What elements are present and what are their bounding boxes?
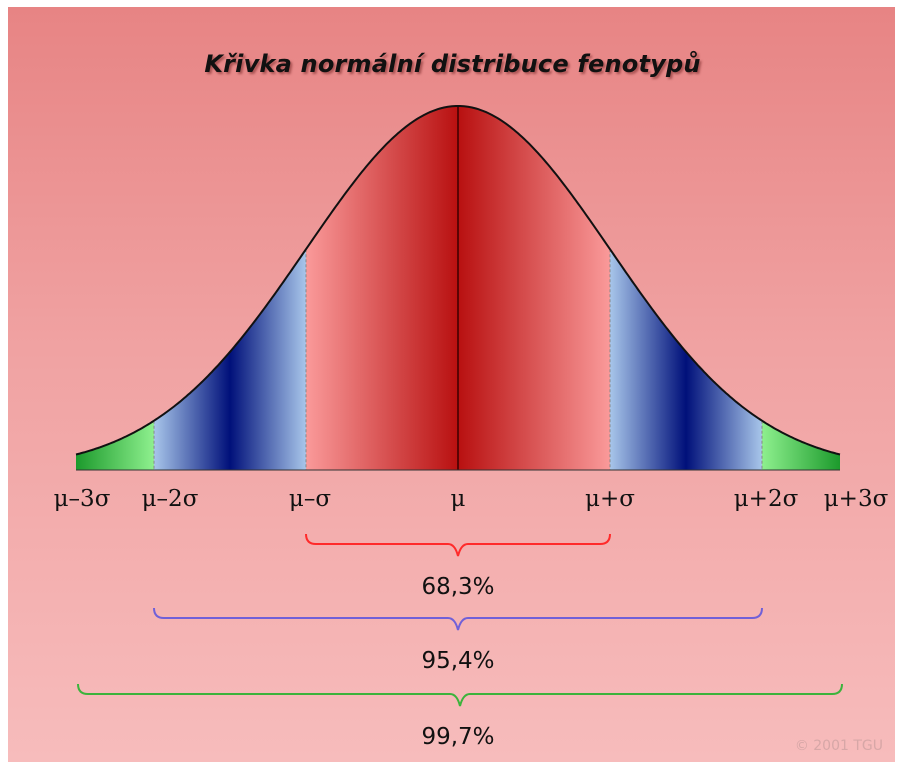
percent-label-2sigma: 95,4% bbox=[421, 648, 494, 674]
copyright-notice: © 2001 TGU bbox=[794, 738, 883, 754]
tick-label-mu-plus-3sigma: μ+3σ bbox=[824, 486, 889, 512]
tick-label-mu-minus-sigma: μ–σ bbox=[289, 486, 331, 512]
tick-label-mu: μ bbox=[451, 486, 466, 512]
tick-label-mu-minus-3sigma: μ–3σ bbox=[54, 486, 111, 512]
tick-labels: μ–3σ μ–2σ μ–σ μ μ+σ μ+2σ μ+3σ bbox=[54, 486, 889, 512]
tick-label-mu-minus-2sigma: μ–2σ bbox=[142, 486, 199, 512]
brace-1sigma bbox=[305, 533, 611, 557]
interval-braces bbox=[77, 533, 843, 707]
tick-label-mu-plus-sigma: μ+σ bbox=[585, 486, 635, 512]
interval-percent-labels: 68,3% 95,4% 99,7% bbox=[421, 574, 494, 750]
diagram-title: Křivka normální distribuce fenotypů bbox=[204, 50, 701, 78]
percent-label-1sigma: 68,3% bbox=[421, 574, 494, 600]
bell-curve bbox=[75, 105, 841, 456]
brace-3sigma bbox=[77, 683, 843, 707]
sigma-dividers bbox=[153, 106, 763, 470]
brace-2sigma bbox=[153, 607, 763, 631]
tick-label-mu-plus-2sigma: μ+2σ bbox=[734, 486, 799, 512]
percent-label-3sigma: 99,7% bbox=[421, 724, 494, 750]
